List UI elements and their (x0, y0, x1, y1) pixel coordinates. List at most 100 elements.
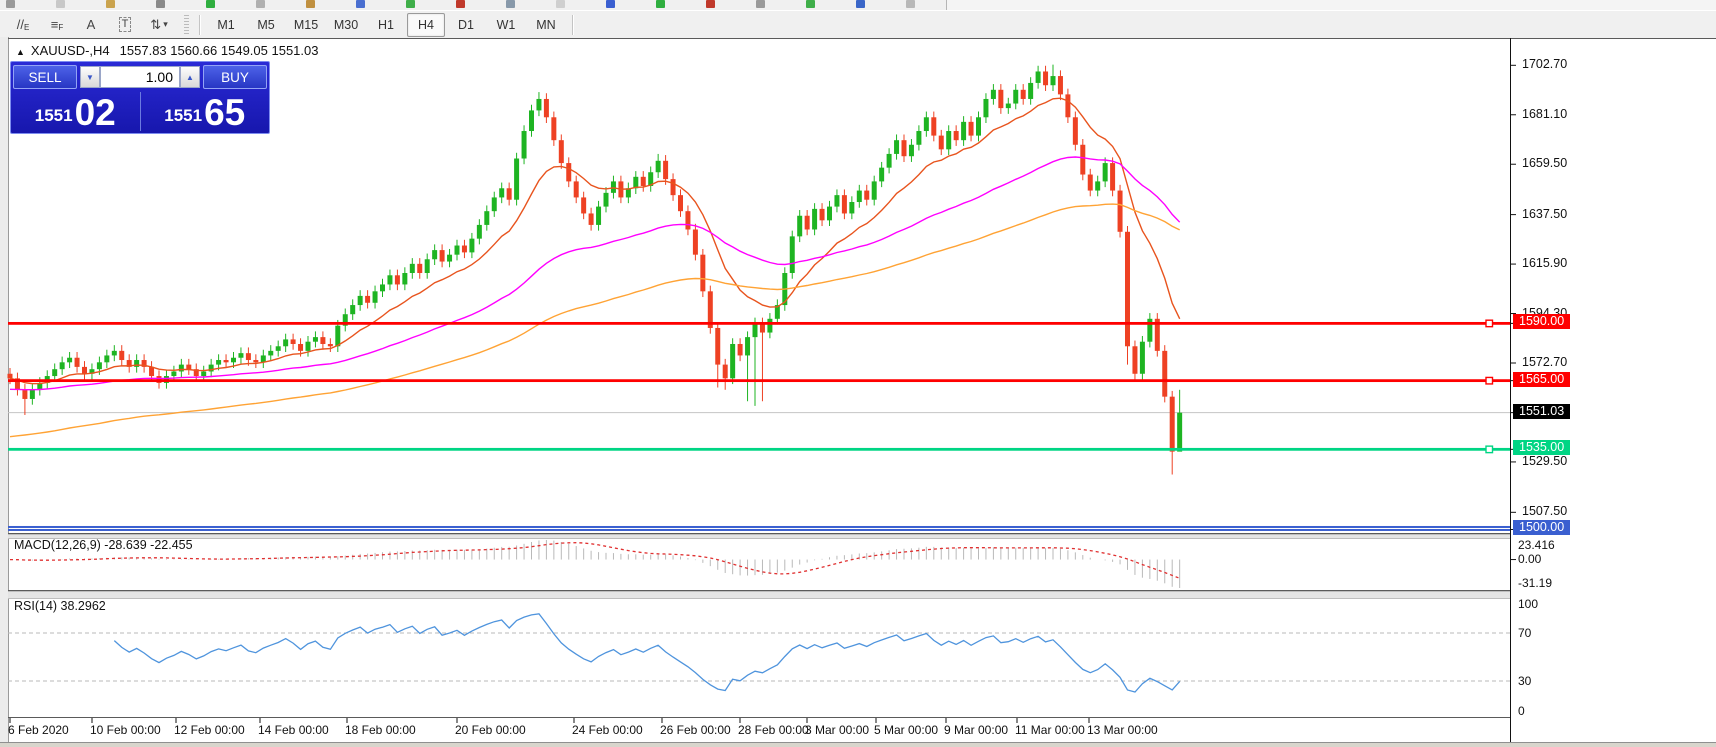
clipped-icon (6, 0, 15, 8)
price-tick-1659.50: 1659.50 (1522, 156, 1568, 171)
clipped-toolbar-rest (947, 0, 1716, 10)
clipped-icon (556, 0, 565, 8)
macd-scale-zero: 0.00 (1518, 551, 1542, 566)
clipped-icon (706, 0, 715, 8)
window-bottom-edge (0, 742, 1716, 747)
level-price-label-1590.00[interactable]: 1590.00 (1513, 314, 1571, 330)
macd-scale-min: -31.19 (1518, 576, 1553, 590)
price-axis-separator (1510, 38, 1511, 742)
level-price-label-1535.00[interactable]: 1535.00 (1513, 440, 1571, 456)
chart-top-border (8, 38, 1716, 39)
date-label: 6 Feb 2020 (8, 723, 69, 737)
date-label: 12 Feb 00:00 (174, 723, 245, 737)
buy-button[interactable]: BUY (203, 65, 267, 89)
timeframe-button-m1[interactable]: M1 (217, 17, 235, 32)
macd-panel[interactable] (8, 537, 1510, 590)
chart-title: ▲ XAUUSD-,H4 1557.83 1560.66 1549.05 1551.… (16, 43, 318, 58)
date-label: 11 Mar 00:00 (1015, 723, 1085, 737)
price-tick-1572.70: 1572.70 (1522, 355, 1568, 369)
buy-price-big: 65 (204, 92, 246, 133)
price-tick-1615.90: 1615.90 (1522, 256, 1568, 271)
fibonacci-tool-icon[interactable]: ≡ F (50, 17, 64, 32)
clipped-icon (456, 0, 465, 8)
clipped-icon (156, 0, 165, 8)
clipped-icon (656, 0, 665, 8)
timeframe-button-m5[interactable]: M5 (257, 17, 275, 32)
clipped-icon (906, 0, 915, 8)
timeframe-button-w1[interactable]: W1 (496, 17, 516, 32)
macd-label: MACD(12,26,9) -28.639 -22.455 (14, 538, 193, 552)
panel-splitter[interactable] (8, 534, 1510, 539)
clipped-icon (306, 0, 315, 8)
clipped-icon (606, 0, 615, 8)
clipped-icon (756, 0, 765, 8)
rsi-scale-100: 100 (1518, 597, 1539, 611)
clipped-icon (206, 0, 215, 8)
volume-increase-button[interactable]: ▲ (180, 66, 200, 88)
sell-price[interactable]: 1551 02 (11, 90, 140, 133)
sell-button[interactable]: SELL (13, 65, 77, 89)
rsi-label: RSI(14) 38.2962 (14, 599, 106, 613)
date-label: 5 Mar 00:00 (874, 723, 939, 737)
date-axis-area[interactable] (8, 718, 1510, 742)
price-axis-area[interactable] (1511, 39, 1716, 742)
clipped-icon (506, 0, 515, 8)
rsi-scale-30: 30 (1518, 674, 1532, 688)
sell-price-big: 02 (74, 92, 116, 133)
rsi-panel[interactable] (8, 597, 1510, 717)
date-label: 13 Mar 00:00 (1087, 723, 1158, 737)
panel-border (8, 533, 1510, 534)
date-label: 26 Feb 00:00 (660, 723, 731, 737)
price-tick-1637.50: 1637.50 (1522, 206, 1568, 221)
level-price-label-1565.00[interactable]: 1565.00 (1513, 371, 1571, 387)
current-price-label: 1551.03 (1513, 403, 1571, 419)
clipped-toolbar-icons (0, 0, 947, 10)
arrows-tool-icon[interactable]: ⇅ ▾ (150, 16, 168, 32)
clipped-icon (406, 0, 415, 8)
date-label: 10 Feb 00:00 (90, 723, 161, 737)
label-tool-icon[interactable]: T (111, 13, 139, 37)
ohlc-values: 1557.83 1560.66 1549.05 1551.03 (119, 43, 319, 58)
clipped-icon (256, 0, 265, 8)
date-label: 28 Feb 00:00 (738, 723, 809, 737)
one-click-trading-panel: SELL ▼ 1.00 ▲ BUY 1551 02 1551 65 (10, 61, 270, 134)
date-label: 3 Mar 00:00 (805, 723, 870, 737)
panel-border (8, 590, 1510, 591)
rsi-scale-0: 0 (1518, 704, 1525, 718)
timeframe-button-h4[interactable]: H4 (407, 12, 445, 37)
timeframe-button-mn[interactable]: MN (536, 17, 556, 32)
timeframe-button-d1[interactable]: D1 (458, 17, 474, 32)
clipped-icon (806, 0, 815, 8)
price-tick-1529.50: 1529.50 (1522, 453, 1568, 468)
volume-input[interactable]: 1.00 (100, 66, 180, 88)
toolbar-separator (199, 14, 200, 35)
timeframe-button-h1[interactable]: H1 (378, 17, 394, 32)
rsi-scale-70: 70 (1518, 626, 1532, 640)
panel-splitter[interactable] (8, 591, 1510, 599)
clipped-icon (356, 0, 365, 8)
timeframe-button-m30[interactable]: M30 (333, 17, 359, 32)
price-tick-1681.10: 1681.10 (1522, 106, 1568, 121)
level-price-label-1500.00[interactable]: 1500.00 (1513, 520, 1571, 536)
macd-scale-max: 23.416 (1518, 538, 1555, 552)
timeframe-button-m15[interactable]: M15 (293, 17, 319, 32)
chart-toolbar: //E ≡ F A T ⇅ ▾ M1 M5 M15 M30 H1 H4 D1 W1 MN (0, 10, 1716, 39)
date-label: 18 Feb 00:00 (345, 723, 416, 737)
clipped-icon (856, 0, 865, 8)
text-tool-icon[interactable]: A (86, 17, 96, 32)
equidistant-channel-tool-icon[interactable]: //E (16, 17, 30, 32)
sell-price-small: 1551 (34, 106, 73, 125)
volume-decrease-button[interactable]: ▼ (80, 66, 100, 88)
date-label: 24 Feb 00:00 (572, 723, 643, 737)
clipped-icon (56, 0, 65, 8)
buy-price[interactable]: 1551 65 (141, 90, 270, 133)
window-left-edge (0, 37, 9, 747)
date-label: 20 Feb 00:00 (455, 723, 526, 737)
date-label: 14 Feb 00:00 (258, 723, 329, 737)
clipped-icon (106, 0, 115, 8)
chart-collapse-icon[interactable]: ▲ (16, 47, 25, 57)
toolbar-grip[interactable] (184, 14, 189, 35)
panel-border (8, 717, 1510, 718)
price-tick-1507.50: 1507.50 (1522, 504, 1568, 519)
